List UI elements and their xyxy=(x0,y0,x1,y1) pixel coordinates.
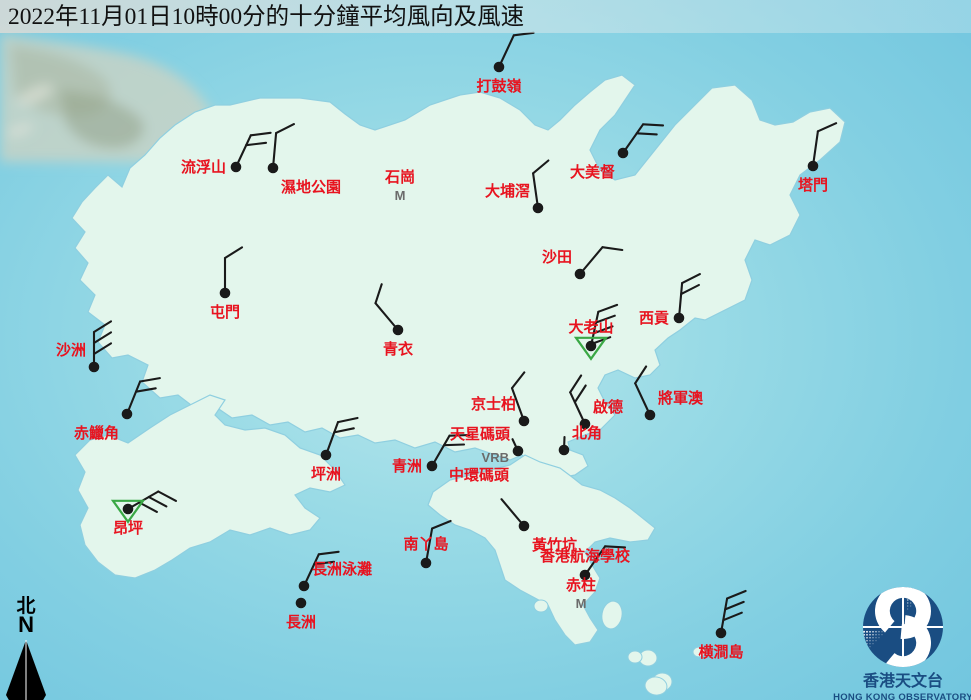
svg-text:VRB: VRB xyxy=(482,450,509,465)
svg-text:大埔滘: 大埔滘 xyxy=(485,182,530,200)
svg-text:屯門: 屯門 xyxy=(210,303,240,321)
svg-text:濕地公園: 濕地公園 xyxy=(281,178,341,196)
svg-text:坪洲: 坪洲 xyxy=(311,466,341,483)
svg-text:昂坪: 昂坪 xyxy=(113,520,143,537)
svg-text:南丫島: 南丫島 xyxy=(403,535,448,553)
svg-text:流浮山: 流浮山 xyxy=(181,158,226,176)
svg-text:赤柱: 赤柱 xyxy=(566,576,596,594)
svg-text:香港航海學校: 香港航海學校 xyxy=(540,547,631,565)
svg-text:將軍澳: 將軍澳 xyxy=(658,389,704,407)
svg-text:2022年11月01日10時00分的十分鐘平均風向及風速: 2022年11月01日10時00分的十分鐘平均風向及風速 xyxy=(8,3,524,30)
svg-text:大美督: 大美督 xyxy=(570,163,615,181)
svg-text:長洲泳灘: 長洲泳灘 xyxy=(312,560,372,578)
svg-text:N: N xyxy=(18,612,34,637)
svg-text:香港天文台: 香港天文台 xyxy=(862,671,943,690)
svg-text:青洲: 青洲 xyxy=(392,457,422,475)
svg-text:沙田: 沙田 xyxy=(542,249,572,266)
svg-text:M: M xyxy=(576,596,587,611)
svg-text:横澗島: 横澗島 xyxy=(698,643,743,661)
svg-text:打鼓嶺: 打鼓嶺 xyxy=(476,77,521,95)
svg-text:北角: 北角 xyxy=(572,424,602,442)
svg-text:中環碼頭: 中環碼頭 xyxy=(449,466,510,484)
svg-text:沙洲: 沙洲 xyxy=(56,342,86,359)
svg-text:天星碼頭: 天星碼頭 xyxy=(450,426,511,443)
svg-text:大老山: 大老山 xyxy=(568,318,613,336)
svg-text:京士柏: 京士柏 xyxy=(471,395,516,413)
svg-text:HONG KONG OBSERVATORY: HONG KONG OBSERVATORY xyxy=(833,692,971,700)
svg-text:西貢: 西貢 xyxy=(639,310,669,327)
svg-text:赤鱲角: 赤鱲角 xyxy=(74,424,119,442)
svg-text:青衣: 青衣 xyxy=(383,340,413,358)
svg-text:M: M xyxy=(395,188,406,203)
svg-text:塔門: 塔門 xyxy=(798,176,828,194)
svg-text:長洲: 長洲 xyxy=(286,614,316,631)
svg-text:石崗: 石崗 xyxy=(384,168,415,186)
svg-text:啟德: 啟德 xyxy=(593,398,623,416)
